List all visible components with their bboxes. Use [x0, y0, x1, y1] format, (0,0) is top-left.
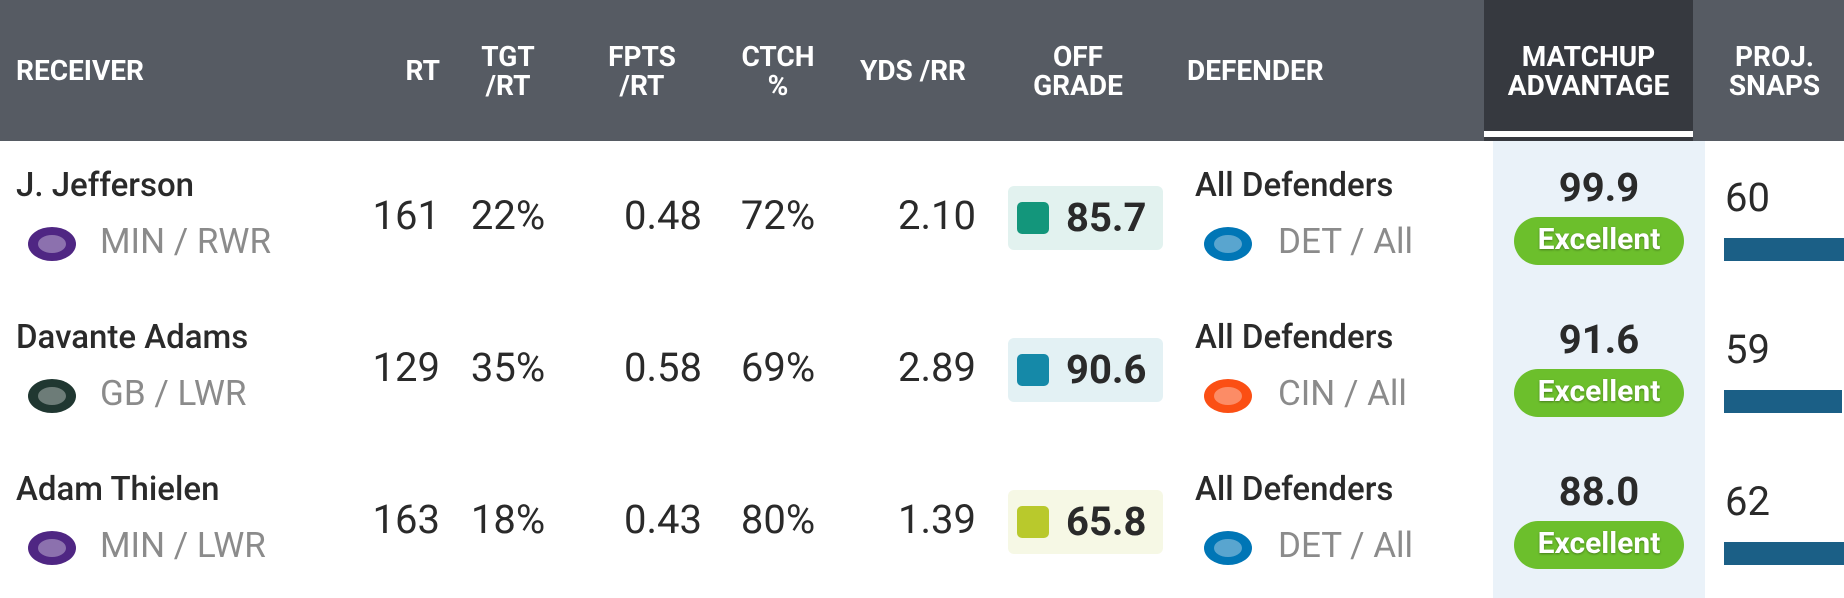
defender-team: DET / All: [1278, 525, 1414, 566]
proj-snaps: 62: [1725, 478, 1770, 525]
column-header: TGT /RT: [481, 39, 535, 102]
grade-swatch: [1017, 506, 1049, 538]
stat-value: 2.89: [898, 344, 976, 391]
column-header: MATCHUP ADVANTAGE: [1507, 39, 1670, 102]
team-logo: [28, 379, 76, 413]
stat-value: 69%: [740, 344, 816, 391]
rating-badge: Excellent: [1514, 369, 1684, 417]
proj-snaps: 59: [1725, 326, 1770, 373]
grade-box: 65.8: [1008, 490, 1163, 554]
proj-snaps: 60: [1725, 174, 1770, 221]
header-highlight: [1484, 0, 1693, 141]
defender-team: CIN / All: [1278, 373, 1407, 414]
matchup-score: 99.9: [1558, 164, 1640, 211]
snaps-bar: [1724, 542, 1844, 565]
column-header: PROJ. SNAPS: [1728, 39, 1821, 102]
defender-team: DET / All: [1278, 221, 1414, 262]
grade-swatch: [1017, 202, 1049, 234]
matchup-score: 91.6: [1558, 316, 1640, 363]
player-name: J. Jefferson: [16, 166, 195, 205]
grade-value: 65.8: [1066, 498, 1147, 545]
team-position: GB / LWR: [100, 373, 247, 414]
column-header: OFF GRADE: [1033, 39, 1123, 102]
column-header: DEFENDER: [1187, 54, 1324, 87]
defender-name: All Defenders: [1195, 470, 1394, 509]
stat-value: 35%: [470, 344, 546, 391]
column-header: RECEIVER: [16, 54, 144, 87]
stat-value: 80%: [740, 496, 816, 543]
stat-value: 0.43: [624, 496, 702, 543]
stat-value: 22%: [470, 192, 546, 239]
team-logo: [1204, 531, 1252, 565]
team-position: MIN / LWR: [100, 525, 266, 566]
player-name: Adam Thielen: [16, 470, 220, 509]
grade-swatch: [1017, 354, 1049, 386]
team-position: MIN / RWR: [100, 221, 272, 262]
grade-box: 90.6: [1008, 338, 1163, 402]
grade-box: 85.7: [1008, 186, 1163, 250]
rating-badge: Excellent: [1514, 521, 1684, 569]
column-header: RT: [405, 54, 440, 87]
stat-value: 129: [372, 344, 440, 391]
player-name: Davante Adams: [16, 318, 249, 357]
column-header: CTCH %: [741, 39, 815, 102]
team-logo: [28, 227, 76, 261]
snaps-bar: [1724, 390, 1842, 413]
stat-value: 163: [372, 496, 440, 543]
column-header: FPTS /RT: [608, 39, 676, 102]
rating-badge: Excellent: [1514, 217, 1684, 265]
stat-value: 2.10: [898, 192, 976, 239]
team-logo: [1204, 379, 1252, 413]
grade-value: 90.6: [1066, 346, 1147, 393]
matchup-score: 88.0: [1558, 468, 1640, 515]
stat-value: 18%: [470, 496, 546, 543]
team-logo: [1204, 227, 1252, 261]
stat-value: 1.39: [898, 496, 976, 543]
defender-name: All Defenders: [1195, 166, 1394, 205]
grade-value: 85.7: [1066, 194, 1147, 241]
stat-value: 0.58: [624, 344, 702, 391]
stat-value: 0.48: [624, 192, 702, 239]
column-header: YDS /RR: [860, 54, 966, 87]
stat-value: 161: [372, 192, 440, 239]
stat-value: 72%: [740, 192, 816, 239]
defender-name: All Defenders: [1195, 318, 1394, 357]
snaps-bar: [1724, 238, 1844, 261]
team-logo: [28, 531, 76, 565]
header-underline: [1484, 131, 1693, 137]
